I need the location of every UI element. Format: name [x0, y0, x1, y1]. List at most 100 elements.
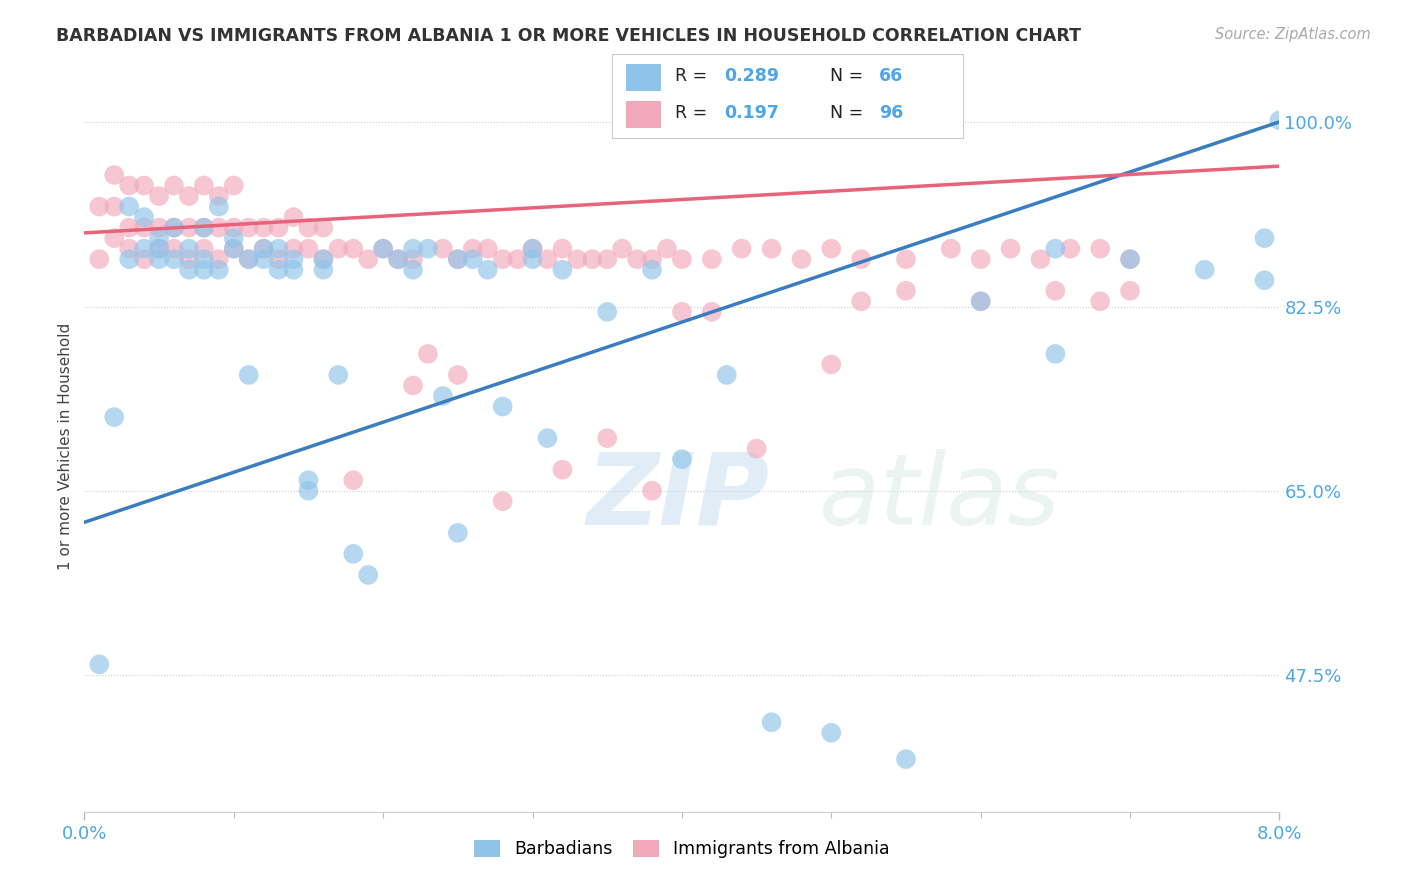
Point: [641, 483, 664, 498]
Point: [820, 358, 842, 372]
Point: [267, 262, 290, 277]
Point: [581, 252, 603, 267]
Text: 96: 96: [879, 104, 903, 122]
Point: [596, 431, 619, 445]
Point: [387, 252, 409, 267]
Point: [1090, 242, 1112, 256]
Text: N =: N =: [830, 104, 869, 122]
Point: [700, 305, 723, 319]
Point: [148, 189, 170, 203]
Point: [522, 242, 544, 256]
Point: [894, 752, 917, 766]
Point: [222, 178, 245, 193]
Point: [193, 220, 215, 235]
Point: [103, 410, 125, 425]
Text: BARBADIAN VS IMMIGRANTS FROM ALBANIA 1 OR MORE VEHICLES IN HOUSEHOLD CORRELATION: BARBADIAN VS IMMIGRANTS FROM ALBANIA 1 O…: [56, 27, 1081, 45]
Point: [1253, 231, 1275, 245]
Point: [297, 242, 319, 256]
Point: [1090, 294, 1112, 309]
Point: [745, 442, 768, 456]
Point: [477, 262, 499, 277]
Point: [551, 463, 574, 477]
Point: [432, 242, 454, 256]
Point: [700, 252, 723, 267]
Point: [894, 252, 917, 267]
Point: [894, 284, 917, 298]
Point: [761, 242, 783, 256]
Point: [177, 220, 200, 235]
Point: [447, 252, 470, 267]
Point: [506, 252, 529, 267]
Point: [238, 220, 260, 235]
Point: [851, 294, 873, 309]
FancyBboxPatch shape: [626, 63, 661, 91]
Point: [297, 473, 319, 487]
Text: 66: 66: [879, 67, 903, 85]
Point: [132, 178, 156, 193]
Point: [89, 200, 111, 214]
Point: [118, 220, 141, 235]
Point: [89, 252, 111, 267]
FancyBboxPatch shape: [626, 101, 661, 128]
Point: [432, 389, 454, 403]
Point: [536, 431, 558, 445]
Point: [253, 252, 276, 267]
Point: [970, 252, 993, 267]
Point: [222, 231, 245, 245]
Point: [103, 168, 125, 182]
Point: [208, 220, 231, 235]
Point: [267, 242, 290, 256]
Point: [342, 242, 364, 256]
Point: [238, 252, 260, 267]
Point: [596, 252, 619, 267]
Point: [208, 189, 231, 203]
Point: [328, 242, 350, 256]
Point: [402, 252, 425, 267]
Point: [163, 252, 186, 267]
Point: [522, 252, 544, 267]
Legend: Barbadians, Immigrants from Albania: Barbadians, Immigrants from Albania: [467, 832, 897, 865]
Point: [253, 220, 276, 235]
Point: [655, 242, 678, 256]
Point: [312, 252, 335, 267]
Point: [177, 252, 200, 267]
Point: [267, 252, 290, 267]
Text: 0.197: 0.197: [724, 104, 779, 122]
Point: [551, 262, 574, 277]
Point: [163, 242, 186, 256]
Text: N =: N =: [830, 67, 869, 85]
Point: [208, 252, 231, 267]
Point: [1268, 113, 1291, 128]
Point: [297, 483, 319, 498]
Point: [1119, 284, 1142, 298]
Point: [820, 726, 842, 740]
Text: Source: ZipAtlas.com: Source: ZipAtlas.com: [1215, 27, 1371, 42]
Point: [1119, 252, 1142, 267]
Point: [567, 252, 589, 267]
Point: [416, 347, 439, 361]
Point: [387, 252, 409, 267]
Point: [103, 200, 125, 214]
Point: [447, 525, 470, 540]
Point: [1029, 252, 1052, 267]
Point: [596, 305, 619, 319]
Point: [970, 294, 993, 309]
Point: [148, 220, 170, 235]
Point: [522, 242, 544, 256]
Point: [222, 242, 245, 256]
Point: [132, 210, 156, 224]
Point: [148, 231, 170, 245]
Point: [970, 294, 993, 309]
Point: [447, 252, 470, 267]
Point: [761, 715, 783, 730]
Point: [297, 220, 319, 235]
Point: [283, 262, 305, 277]
Point: [267, 220, 290, 235]
Point: [253, 242, 276, 256]
Point: [671, 305, 693, 319]
Point: [132, 220, 156, 235]
Point: [373, 242, 395, 256]
Point: [641, 252, 664, 267]
Point: [402, 262, 425, 277]
Point: [551, 242, 574, 256]
